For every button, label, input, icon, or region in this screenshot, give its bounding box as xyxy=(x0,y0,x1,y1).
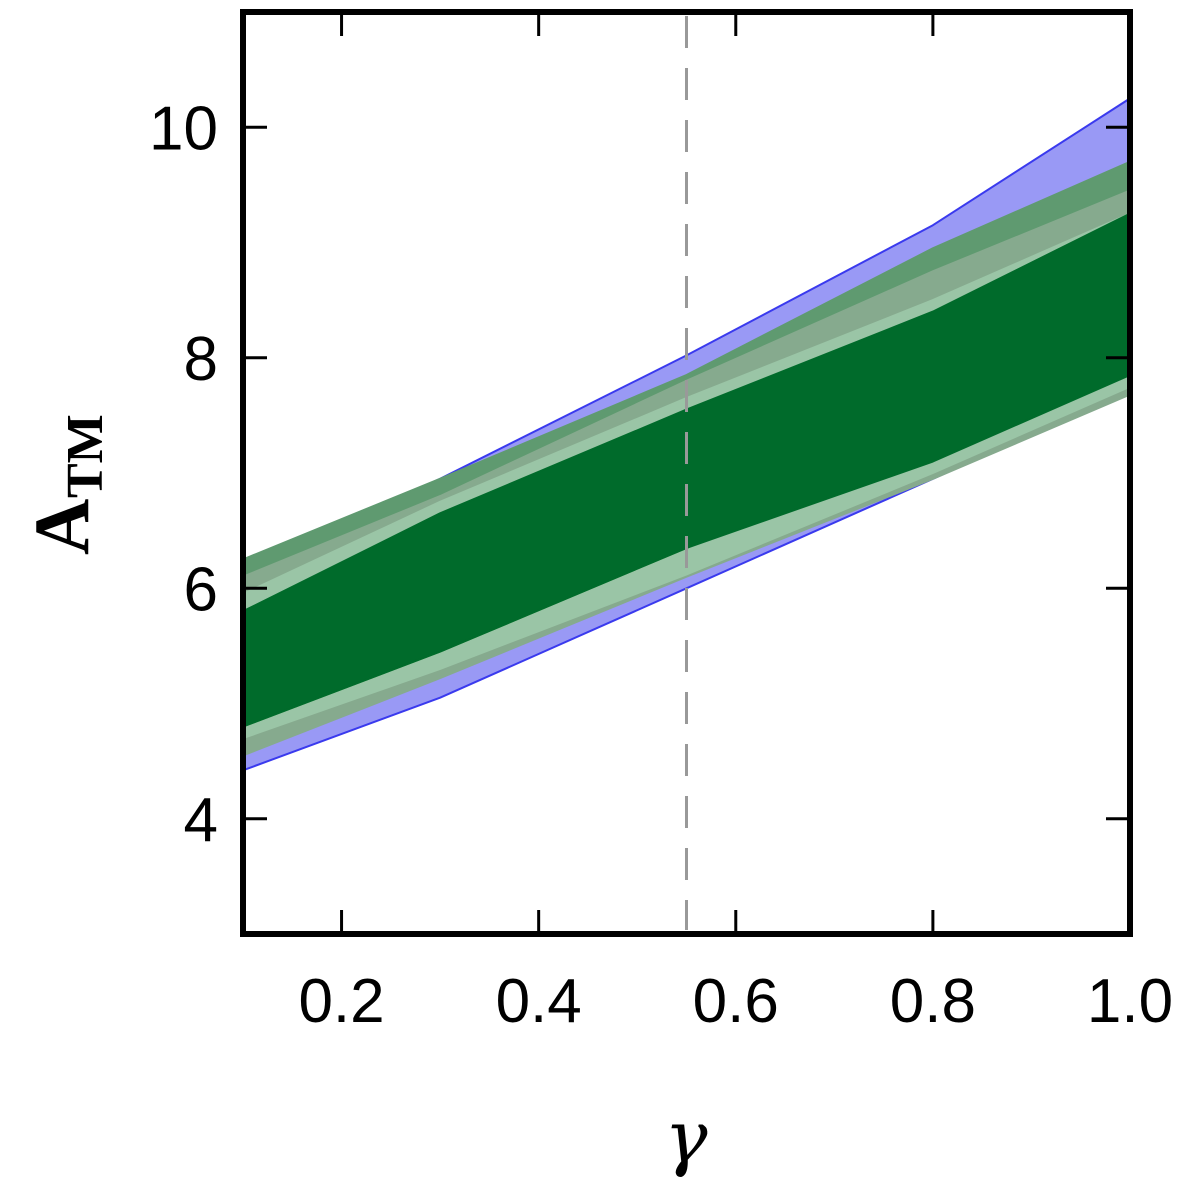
confidence-band-6 xyxy=(243,212,1130,728)
y-tick-label: 4 xyxy=(184,786,218,855)
y-axis-label: A xyxy=(18,499,105,555)
y-tick-label: 10 xyxy=(149,94,218,163)
y-tick-label: 8 xyxy=(184,325,218,394)
y-axis-label-subscript: TM xyxy=(57,414,114,498)
x-tick-label: 0.8 xyxy=(890,967,976,1036)
ticks-layer xyxy=(243,12,1132,934)
plot-frame xyxy=(240,9,1133,937)
x-axis-label: γ xyxy=(664,1095,708,1179)
y-axis-label-group: A TM xyxy=(18,414,114,555)
y-tick-labels: 4 6 8 10 xyxy=(149,94,218,855)
x-tick-label: 0.2 xyxy=(298,967,384,1036)
x-tick-label: 0.4 xyxy=(496,967,582,1036)
bands-layer xyxy=(243,97,1130,772)
x-tick-label: 0.6 xyxy=(693,967,779,1036)
y-tick-label: 6 xyxy=(184,555,218,624)
x-tick-labels: 0.2 0.4 0.6 0.8 1.0 xyxy=(298,967,1173,1036)
x-tick-label: 1.0 xyxy=(1087,967,1173,1036)
